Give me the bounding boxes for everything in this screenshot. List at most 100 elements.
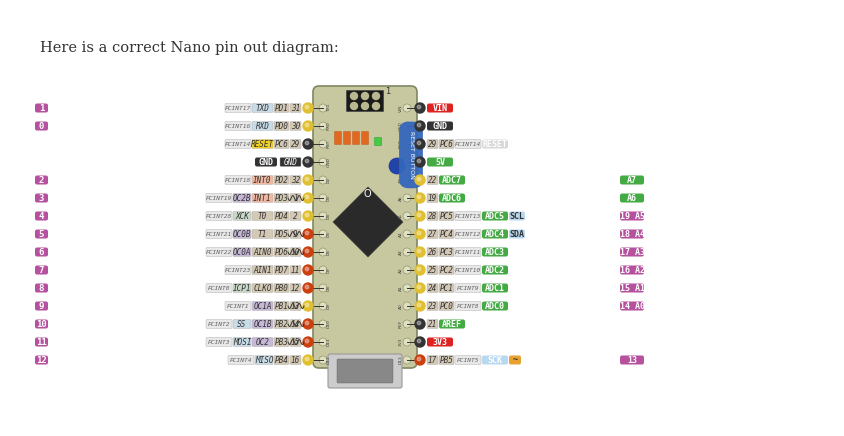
FancyBboxPatch shape [328, 354, 402, 388]
FancyBboxPatch shape [252, 140, 273, 149]
FancyBboxPatch shape [509, 355, 521, 364]
FancyBboxPatch shape [290, 194, 301, 202]
Text: 5V: 5V [435, 157, 445, 167]
Text: PCINT1: PCINT1 [227, 303, 249, 309]
Text: D4: D4 [327, 213, 331, 219]
Text: PCINT3: PCINT3 [208, 340, 230, 344]
Text: PC6: PC6 [440, 140, 453, 149]
FancyBboxPatch shape [252, 302, 273, 310]
Text: PCINT2: PCINT2 [208, 321, 230, 327]
Text: PCINT14: PCINT14 [225, 142, 252, 146]
FancyBboxPatch shape [427, 140, 438, 149]
Circle shape [417, 105, 421, 109]
FancyBboxPatch shape [252, 194, 273, 202]
Text: PC5: PC5 [440, 211, 453, 221]
Text: A2: A2 [399, 267, 403, 273]
FancyBboxPatch shape [427, 194, 438, 202]
Circle shape [306, 177, 309, 181]
Text: GND: GND [327, 157, 331, 167]
Circle shape [403, 356, 411, 364]
FancyBboxPatch shape [344, 132, 350, 144]
FancyBboxPatch shape [290, 122, 301, 130]
Circle shape [306, 141, 309, 145]
Text: A3: A3 [399, 249, 403, 255]
Text: 5: 5 [39, 229, 44, 238]
Text: MOSI: MOSI [233, 337, 252, 347]
Circle shape [415, 337, 425, 347]
Text: 18 A4: 18 A4 [619, 229, 645, 238]
FancyBboxPatch shape [620, 266, 644, 275]
Text: 13: 13 [627, 355, 637, 364]
Text: GND: GND [399, 121, 403, 131]
FancyBboxPatch shape [439, 266, 454, 275]
FancyBboxPatch shape [620, 355, 644, 364]
Circle shape [417, 303, 421, 307]
Text: PD7: PD7 [274, 266, 289, 275]
FancyBboxPatch shape [455, 266, 481, 275]
Circle shape [303, 247, 313, 257]
Circle shape [403, 338, 411, 346]
FancyBboxPatch shape [290, 283, 301, 293]
Circle shape [372, 102, 380, 109]
Text: INT0: INT0 [253, 176, 272, 184]
Circle shape [319, 302, 327, 310]
Text: 12: 12 [291, 283, 300, 293]
Text: T1: T1 [258, 229, 267, 238]
Text: 9: 9 [39, 302, 44, 310]
Text: PD2: PD2 [274, 176, 289, 184]
Circle shape [306, 105, 309, 109]
FancyBboxPatch shape [274, 266, 289, 275]
Text: ADC5: ADC5 [485, 211, 505, 221]
Text: D11: D11 [327, 337, 331, 346]
Text: SCL: SCL [510, 211, 524, 221]
Circle shape [319, 104, 327, 112]
FancyBboxPatch shape [35, 103, 48, 112]
FancyBboxPatch shape [274, 355, 289, 364]
Circle shape [415, 355, 425, 365]
FancyBboxPatch shape [427, 211, 438, 221]
FancyBboxPatch shape [255, 355, 273, 364]
Circle shape [403, 266, 411, 274]
Text: 21: 21 [428, 320, 437, 328]
Circle shape [303, 229, 313, 239]
Text: 2: 2 [39, 176, 44, 184]
FancyBboxPatch shape [255, 157, 277, 167]
Text: 4: 4 [39, 211, 44, 221]
Text: PB1: PB1 [274, 302, 289, 310]
Circle shape [319, 122, 327, 130]
Text: 15 A1: 15 A1 [619, 283, 645, 293]
FancyBboxPatch shape [439, 140, 454, 149]
Text: D8: D8 [327, 285, 331, 291]
FancyBboxPatch shape [225, 302, 251, 310]
Text: 8: 8 [39, 283, 44, 293]
FancyBboxPatch shape [35, 266, 48, 275]
Circle shape [306, 123, 309, 127]
Circle shape [319, 176, 327, 184]
FancyBboxPatch shape [620, 302, 644, 310]
Circle shape [319, 158, 327, 166]
FancyBboxPatch shape [233, 248, 251, 256]
Text: 1: 1 [39, 103, 44, 112]
FancyBboxPatch shape [274, 140, 289, 149]
Circle shape [417, 141, 421, 145]
Circle shape [319, 266, 327, 274]
Text: D2: D2 [327, 177, 331, 183]
Circle shape [417, 339, 421, 343]
Text: SCK: SCK [488, 355, 502, 364]
Circle shape [415, 103, 425, 113]
Text: AIN1: AIN1 [253, 266, 272, 275]
Circle shape [415, 301, 425, 311]
Text: 1: 1 [293, 194, 298, 202]
Circle shape [306, 339, 309, 343]
Circle shape [417, 213, 421, 217]
Circle shape [303, 175, 313, 185]
FancyBboxPatch shape [225, 266, 251, 275]
FancyBboxPatch shape [233, 211, 251, 221]
Text: 14: 14 [291, 320, 300, 328]
Circle shape [403, 248, 411, 256]
Circle shape [403, 122, 411, 130]
Text: PB2: PB2 [274, 320, 289, 328]
Text: 3: 3 [39, 194, 44, 202]
Text: 25: 25 [428, 266, 437, 275]
FancyBboxPatch shape [290, 103, 301, 112]
